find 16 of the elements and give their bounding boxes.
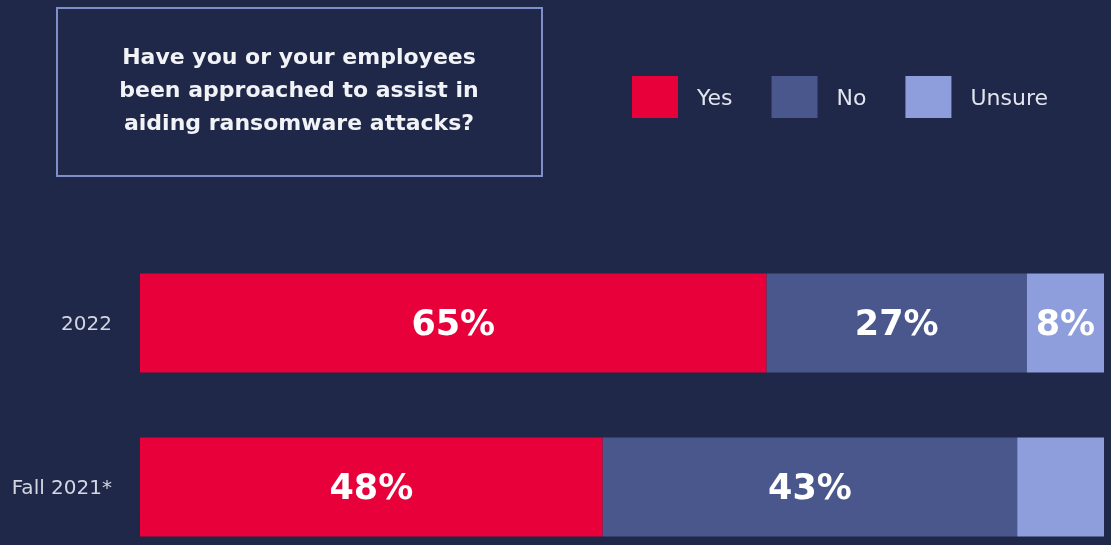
data-label: 8% — [1035, 303, 1096, 343]
legend-label: Yes — [696, 84, 733, 110]
bar — [1017, 437, 1104, 537]
y-tick-label: 2022 — [61, 311, 112, 335]
bar — [766, 273, 1027, 373]
y-tick-label: Fall 2021* — [11, 475, 112, 499]
data-label: 48% — [329, 467, 414, 507]
legend-label: Unsure — [970, 84, 1048, 110]
bar — [140, 273, 767, 373]
data-label: 43% — [768, 467, 852, 507]
legend-label: No — [836, 84, 867, 110]
bar — [602, 437, 1018, 537]
data-label: 27% — [854, 303, 939, 343]
bar — [140, 437, 603, 537]
data-label: 65% — [411, 303, 496, 343]
chart-title: Have you or your employees been approached to assist in aiding ransomware attacks? — [118, 43, 480, 137]
